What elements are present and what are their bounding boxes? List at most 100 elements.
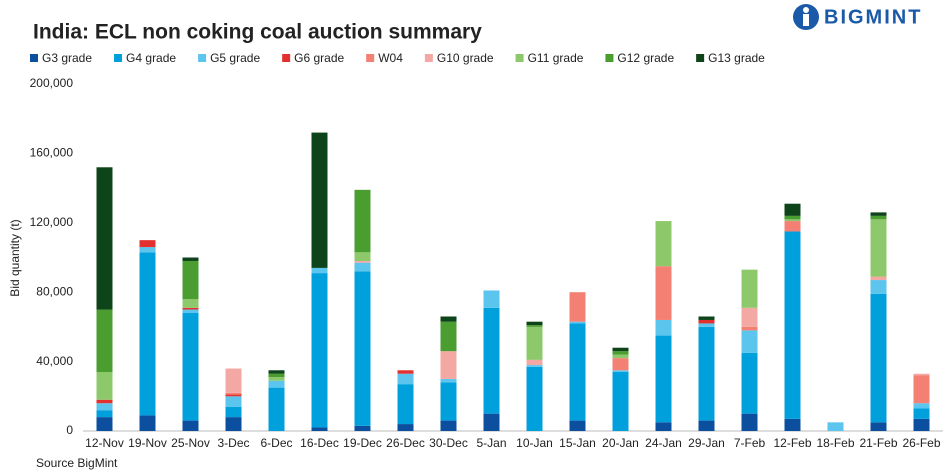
- bar-segment: [182, 257, 199, 261]
- bar-segment: [225, 396, 242, 407]
- bar-segment: [612, 358, 629, 371]
- x-tick-label: 18-Feb: [816, 436, 854, 450]
- bar-segment: [698, 420, 715, 431]
- x-tick-label: 16-Dec: [300, 436, 339, 450]
- bar-segment: [870, 219, 887, 277]
- bar-segment: [741, 413, 758, 431]
- bar-segment: [655, 221, 672, 267]
- bar-segment: [526, 326, 543, 360]
- bar-segment: [311, 273, 328, 428]
- bar-segment: [698, 323, 715, 327]
- legend-swatch: [515, 54, 524, 62]
- bar-segment: [268, 387, 285, 431]
- bar-segment: [96, 410, 113, 418]
- bar-segment: [870, 215, 887, 220]
- x-tick-label: 6-Dec: [260, 436, 292, 450]
- bar-segment: [182, 313, 199, 421]
- bar-segment: [397, 370, 414, 374]
- y-tick-label: 200,000: [30, 76, 74, 90]
- legend-swatch: [198, 54, 207, 62]
- bar-segment: [698, 319, 715, 324]
- bar-segment: [741, 269, 758, 308]
- bar-segment: [440, 420, 457, 431]
- bar-segment: [96, 309, 113, 373]
- bar-segment: [526, 321, 543, 326]
- legend-swatch: [114, 54, 123, 62]
- x-tick-label: 12-Nov: [85, 436, 124, 450]
- bar-segment: [870, 212, 887, 216]
- bar-segment: [354, 262, 371, 272]
- legend-swatch: [605, 54, 614, 62]
- bar-segment: [96, 399, 113, 404]
- bar-segment: [784, 221, 801, 232]
- legend-label: G12 grade: [617, 51, 674, 65]
- legend-label: G11 grade: [528, 51, 584, 65]
- bar-segment: [182, 260, 199, 300]
- bar-segment: [741, 330, 758, 353]
- bar-segment: [698, 316, 715, 320]
- bar-segment: [354, 260, 371, 263]
- legend-swatch: [366, 54, 375, 62]
- bar-segment: [870, 293, 887, 423]
- legend-label: G5 grade: [210, 51, 260, 65]
- x-tick-label: 26-Feb: [902, 436, 940, 450]
- bar-segment: [268, 380, 285, 388]
- source: Source BigMint: [36, 456, 118, 470]
- y-tick-label: 40,000: [36, 354, 73, 368]
- bar-segment: [182, 299, 199, 308]
- x-tick-label: 5-Jan: [476, 436, 506, 450]
- bar-segment: [784, 215, 801, 220]
- bar-segment: [96, 167, 113, 310]
- bar-segment: [612, 372, 629, 431]
- bar-segment: [139, 415, 156, 431]
- brand: BIGMINT: [824, 6, 922, 28]
- bar-segment: [913, 375, 930, 404]
- bar-segment: [225, 406, 242, 418]
- bar-segment: [354, 271, 371, 426]
- bar-segment: [612, 351, 629, 355]
- bar-segment: [440, 382, 457, 421]
- x-tick-label: 12-Feb: [773, 436, 811, 450]
- bar-segment: [526, 359, 543, 366]
- bar-segment: [268, 377, 285, 381]
- bar-segment: [311, 132, 328, 268]
- legend-swatch: [696, 54, 705, 62]
- logo-icon-head: [803, 7, 809, 13]
- bar-segment: [913, 418, 930, 431]
- bar-segment: [311, 427, 328, 431]
- bar-segment: [741, 352, 758, 414]
- y-tick-label: 0: [66, 423, 73, 437]
- bar-segment: [526, 365, 543, 367]
- bar-segment: [182, 309, 199, 314]
- y-tick-label: 160,000: [30, 146, 74, 160]
- bar-segment: [354, 189, 371, 253]
- legend-swatch: [424, 54, 433, 62]
- bar-segment: [311, 267, 328, 274]
- bar-segment: [268, 373, 285, 378]
- legend-label: W04: [378, 51, 403, 65]
- bar-segment: [225, 417, 242, 431]
- bar-segment: [397, 384, 414, 425]
- bar-segment: [96, 403, 113, 411]
- legend-swatch: [30, 54, 38, 62]
- x-tick-label: 19-Nov: [128, 436, 167, 450]
- bar-segment: [569, 420, 586, 431]
- x-tick-label: 30-Dec: [429, 436, 468, 450]
- chart-title: India: ECL non coking coal auction summa…: [33, 21, 482, 44]
- bar-segment: [870, 280, 887, 294]
- y-tick-label: 120,000: [30, 215, 74, 229]
- bar-segment: [655, 422, 672, 431]
- bar-segment: [96, 372, 113, 400]
- bar-segment: [397, 424, 414, 431]
- logo: BIGMINT: [793, 4, 922, 30]
- legend-label: G13 grade: [708, 51, 765, 65]
- bar-segment: [655, 335, 672, 423]
- bar-segment: [784, 219, 801, 222]
- x-tick-label: 25-Nov: [171, 436, 210, 450]
- bar-segment: [139, 240, 156, 248]
- bar-segment: [268, 370, 285, 374]
- bar-segment: [569, 321, 586, 324]
- bar-segment: [440, 351, 457, 379]
- bar-segment: [741, 326, 758, 331]
